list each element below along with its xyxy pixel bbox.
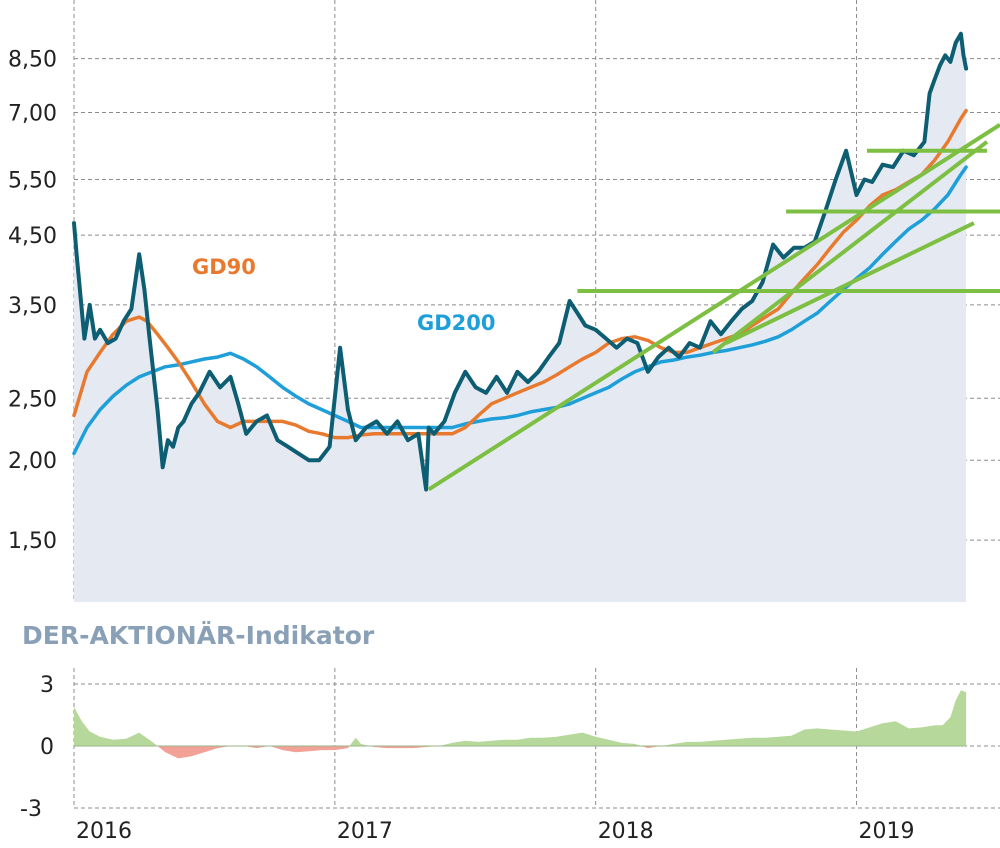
xtick-label-2: 2018 [598, 819, 654, 844]
y-axis-ticks: 1,50 2,00 2,50 3,50 4,50 5,50 7,00 8,50 [8, 48, 57, 554]
ind-ytick-label-2: -3 [20, 797, 42, 822]
ind-ytick-label-0: 3 [40, 673, 54, 698]
xtick-label-0: 2016 [76, 819, 132, 844]
trendline-2 [711, 140, 989, 354]
price-line [72, 31, 969, 492]
indicator-negative-area [74, 746, 967, 759]
label-gd90: GD90 [192, 255, 256, 279]
ytick-label-5: 5,50 [8, 168, 57, 193]
ytick-label-6: 7,00 [8, 102, 57, 127]
ytick-label-2: 2,50 [8, 387, 57, 412]
ytick-label-7: 8,50 [8, 48, 57, 73]
indicator-area [74, 690, 967, 759]
trendline-1 [725, 221, 975, 345]
trendlines [427, 123, 1000, 492]
indicator-y-ticks: 3 0 -3 [20, 673, 54, 822]
ytick-label-4: 4,50 [8, 224, 57, 249]
trendline-0 [427, 123, 1000, 492]
series-line-gd200 [72, 165, 968, 456]
ytick-label-3: 3,50 [8, 294, 57, 319]
indicator-positive-area [74, 690, 967, 746]
price-area-fill [74, 33, 967, 602]
x-axis-ticks: 2016 2017 2018 2019 [76, 819, 915, 844]
price-area [74, 33, 967, 602]
series-lines [72, 31, 969, 492]
series-line-gd90 [72, 108, 968, 440]
label-gd200: GD200 [417, 311, 496, 335]
indicator-title: DER-AKTIONÄR-Indikator [22, 620, 375, 650]
ind-ytick-label-1: 0 [40, 735, 54, 760]
ytick-label-1: 2,00 [8, 449, 57, 474]
xtick-label-3: 2019 [859, 819, 915, 844]
xtick-label-1: 2017 [337, 819, 393, 844]
series-labels: GD90 GD200 [192, 255, 496, 335]
ytick-label-0: 1,50 [8, 529, 57, 554]
